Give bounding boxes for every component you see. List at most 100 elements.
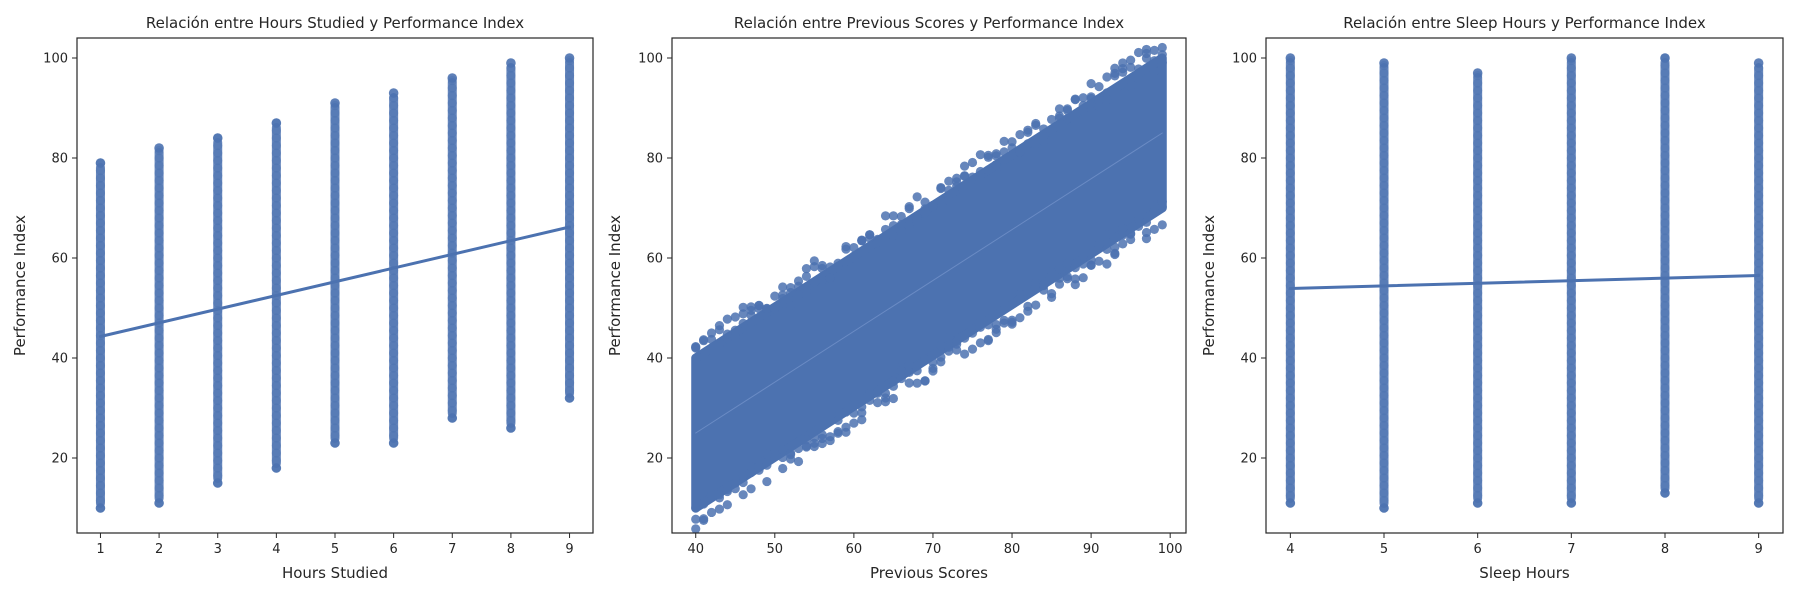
scatter-point — [857, 415, 867, 425]
scatter-point — [1473, 93, 1483, 103]
scatter-point — [1473, 243, 1483, 253]
scatter-point — [1566, 288, 1576, 298]
scatter-point — [1754, 115, 1764, 126]
scatter-point — [506, 100, 516, 111]
scatter-point — [730, 484, 740, 494]
scatter-point — [896, 227, 906, 237]
scatter-point — [506, 325, 516, 336]
scatter-point — [1070, 117, 1080, 127]
scatter-point — [1062, 113, 1072, 124]
scatter-point — [330, 98, 340, 108]
scatter-point — [936, 196, 946, 206]
scatter-point — [1754, 340, 1764, 351]
scatter-point — [778, 282, 788, 292]
scatter-point — [1285, 355, 1295, 366]
scatter-point — [1379, 353, 1389, 363]
scatter-point — [95, 503, 106, 513]
scatter-point — [825, 415, 835, 425]
scatter-point — [1754, 423, 1764, 433]
y-tick-label: 100 — [638, 52, 663, 67]
scatter-point — [1285, 408, 1295, 418]
scatter-point — [1660, 338, 1670, 348]
chart-title: Relación entre Sleep Hours y Performance… — [1343, 14, 1706, 32]
scatter-point — [154, 348, 164, 358]
scatter-point — [1660, 195, 1670, 206]
scatter-point — [506, 190, 516, 201]
scatter-point — [691, 503, 701, 513]
scatter-point — [706, 507, 717, 518]
scatter-point — [770, 443, 780, 453]
scatter-point — [1660, 105, 1670, 116]
scatter-point — [154, 243, 164, 253]
scatter-column — [1472, 68, 1483, 508]
scatter-point — [1754, 363, 1764, 373]
scatter-point — [1473, 123, 1483, 133]
scatter-point — [1660, 473, 1670, 483]
scatter-point — [1285, 318, 1295, 328]
scatter-point — [506, 108, 516, 118]
scatter-point — [1379, 158, 1389, 168]
scatter-point — [967, 157, 978, 168]
scatter-point — [1566, 355, 1576, 366]
scatter-point — [564, 168, 575, 178]
scatter-point — [1754, 303, 1764, 313]
scatter-point — [1566, 445, 1576, 456]
scatter-point — [564, 258, 575, 268]
scatter-point — [271, 208, 281, 218]
scatter-point — [271, 215, 281, 226]
scatter-point — [1157, 196, 1167, 207]
scatter-point — [1285, 460, 1295, 471]
scatter-point — [1379, 405, 1389, 416]
scatter-point — [506, 183, 516, 193]
scatter-point — [95, 285, 106, 296]
scatter-point — [213, 373, 223, 383]
scatter-point — [1379, 58, 1389, 68]
scatter-point — [1285, 228, 1295, 238]
scatter-point — [506, 198, 516, 208]
scatter-point — [1473, 348, 1483, 358]
scatter-point — [389, 400, 399, 411]
scatter-point — [1070, 274, 1080, 284]
scatter-point — [330, 295, 340, 306]
scatter-point — [699, 335, 709, 345]
scatter-point — [213, 388, 223, 398]
scatter-point — [154, 198, 164, 208]
scatter-point — [271, 163, 281, 173]
scatter-point — [1754, 93, 1764, 103]
scatter-point — [1379, 165, 1389, 176]
scatter-point — [1379, 473, 1389, 483]
scatter-point — [389, 303, 399, 313]
scatter-point — [564, 183, 575, 193]
scatter-point — [912, 378, 922, 388]
y-tick-label: 60 — [1240, 252, 1257, 267]
scatter-point — [1285, 340, 1295, 351]
scatter-point — [154, 408, 164, 418]
scatter-point — [1133, 211, 1144, 221]
scatter-point — [1379, 255, 1389, 266]
scatter-point — [271, 133, 281, 143]
scatter-point — [271, 313, 281, 323]
scatter-point — [1094, 94, 1104, 104]
scatter-point — [213, 283, 223, 293]
scatter-point — [154, 160, 164, 171]
scatter-point — [1473, 340, 1483, 351]
scatter-point — [154, 460, 164, 471]
scatter-point — [95, 315, 106, 326]
scatter-point — [1660, 135, 1670, 146]
scatter-point — [1566, 400, 1576, 411]
scatter-point — [1473, 378, 1483, 388]
scatter-point — [793, 290, 804, 300]
scatter-point — [154, 213, 164, 223]
scatter-point — [213, 215, 223, 226]
scatter-point — [1086, 92, 1096, 102]
scatter-point — [1285, 213, 1295, 223]
scatter-point — [1754, 100, 1764, 111]
scatter-point — [920, 376, 930, 386]
scatter-point — [330, 160, 340, 171]
scatter-point — [1754, 138, 1764, 148]
scatter-point — [447, 150, 457, 161]
scatter-point — [952, 181, 962, 191]
scatter-point — [1660, 405, 1670, 416]
scatter-point — [271, 425, 281, 436]
scatter-point — [506, 385, 516, 396]
